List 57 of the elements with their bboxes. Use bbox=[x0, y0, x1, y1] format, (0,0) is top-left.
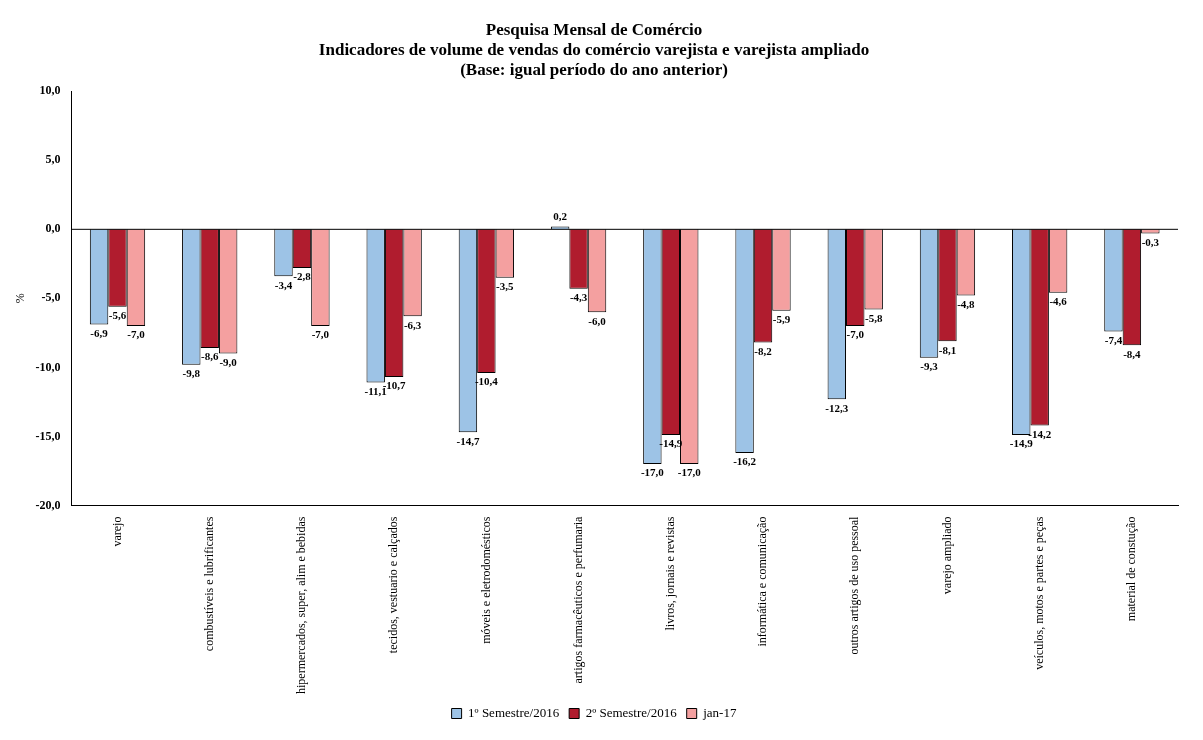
data-label: -7,4 bbox=[1104, 333, 1123, 346]
data-label: -4,8 bbox=[957, 297, 976, 310]
data-label: -0,3 bbox=[1141, 235, 1160, 248]
data-label: -17,0 bbox=[677, 466, 702, 479]
y-tick-label: 10,0 bbox=[39, 83, 61, 98]
data-label: -5,8 bbox=[864, 311, 883, 324]
legend-label: 1º Semestre/2016 bbox=[468, 704, 560, 720]
data-label: -12,3 bbox=[825, 401, 849, 414]
y-tick-label: -20,0 bbox=[35, 497, 61, 512]
data-label: -9,8 bbox=[182, 367, 201, 380]
x-tick-label: móveis e eletrodomésticos bbox=[478, 516, 493, 644]
x-tick-label: tecidos, vestuario e calçados bbox=[386, 516, 401, 654]
x-tick-label: veículos, motos e partes e peças bbox=[1031, 516, 1046, 670]
data-label: -5,6 bbox=[108, 309, 127, 321]
data-label: -8,1 bbox=[938, 343, 957, 356]
data-label: -8,4 bbox=[1123, 347, 1142, 360]
x-tick-label: combustíveis e lubrificantes bbox=[201, 516, 216, 652]
legend-label: 2º Semestre/2016 bbox=[585, 704, 678, 720]
data-label: -3,4 bbox=[274, 278, 293, 291]
chart-title: Pesquisa Mensal de Comércio bbox=[485, 19, 703, 39]
data-label: -14,9 bbox=[1009, 437, 1034, 450]
data-label: -9,3 bbox=[920, 360, 939, 373]
data-label: -7,0 bbox=[311, 328, 330, 341]
y-tick-label: -15,0 bbox=[35, 428, 61, 443]
data-label: -8,6 bbox=[201, 350, 219, 363]
data-label: -4,3 bbox=[569, 291, 588, 304]
data-label: 0,2 bbox=[553, 209, 568, 222]
data-label: -2,8 bbox=[293, 270, 312, 283]
y-tick-label: 0,0 bbox=[45, 221, 61, 236]
data-label: -6,0 bbox=[588, 314, 607, 327]
data-label: -16,2 bbox=[733, 455, 757, 468]
y-axis-title: % bbox=[13, 293, 28, 304]
data-label: -5,9 bbox=[772, 313, 791, 326]
data-label: -8,2 bbox=[754, 344, 773, 357]
data-label: -6,3 bbox=[403, 318, 422, 331]
data-label: -4,6 bbox=[1049, 295, 1068, 308]
x-tick-label: outros artigos de uso pessoal bbox=[847, 515, 862, 655]
legend-label: jan-17 bbox=[702, 704, 737, 720]
x-tick-label: informática e comunicação bbox=[755, 516, 770, 647]
data-label: -17,0 bbox=[640, 466, 665, 479]
data-label: -9,0 bbox=[219, 355, 238, 368]
x-tick-label: artigos farmacêuticos e perfumaria bbox=[570, 515, 585, 684]
data-label: -14,2 bbox=[1028, 427, 1052, 440]
y-tick-label: 5,0 bbox=[45, 152, 61, 167]
x-tick-label: varejo ampliado bbox=[939, 516, 954, 595]
x-tick-label: livros, jornais e revistas bbox=[662, 516, 677, 631]
x-tick-label: material de constução bbox=[1124, 516, 1139, 622]
x-tick-label: hipermercados, super, alim e bebidas bbox=[294, 516, 309, 695]
y-tick-label: -5,0 bbox=[41, 290, 61, 305]
chart-subtitle: Indicadores de volume de vendas do comércio varejista e varejista ampliado (Base: igual período do ano anterior) bbox=[318, 39, 870, 80]
data-label: -7,0 bbox=[846, 328, 865, 341]
data-label: -3,5 bbox=[496, 280, 515, 292]
x-tick-label: varejo bbox=[109, 516, 124, 547]
y-tick-label: -10,0 bbox=[35, 359, 61, 374]
data-label: -7,0 bbox=[127, 328, 146, 341]
data-label: -6,9 bbox=[90, 326, 109, 339]
data-label: -14,7 bbox=[456, 434, 480, 447]
